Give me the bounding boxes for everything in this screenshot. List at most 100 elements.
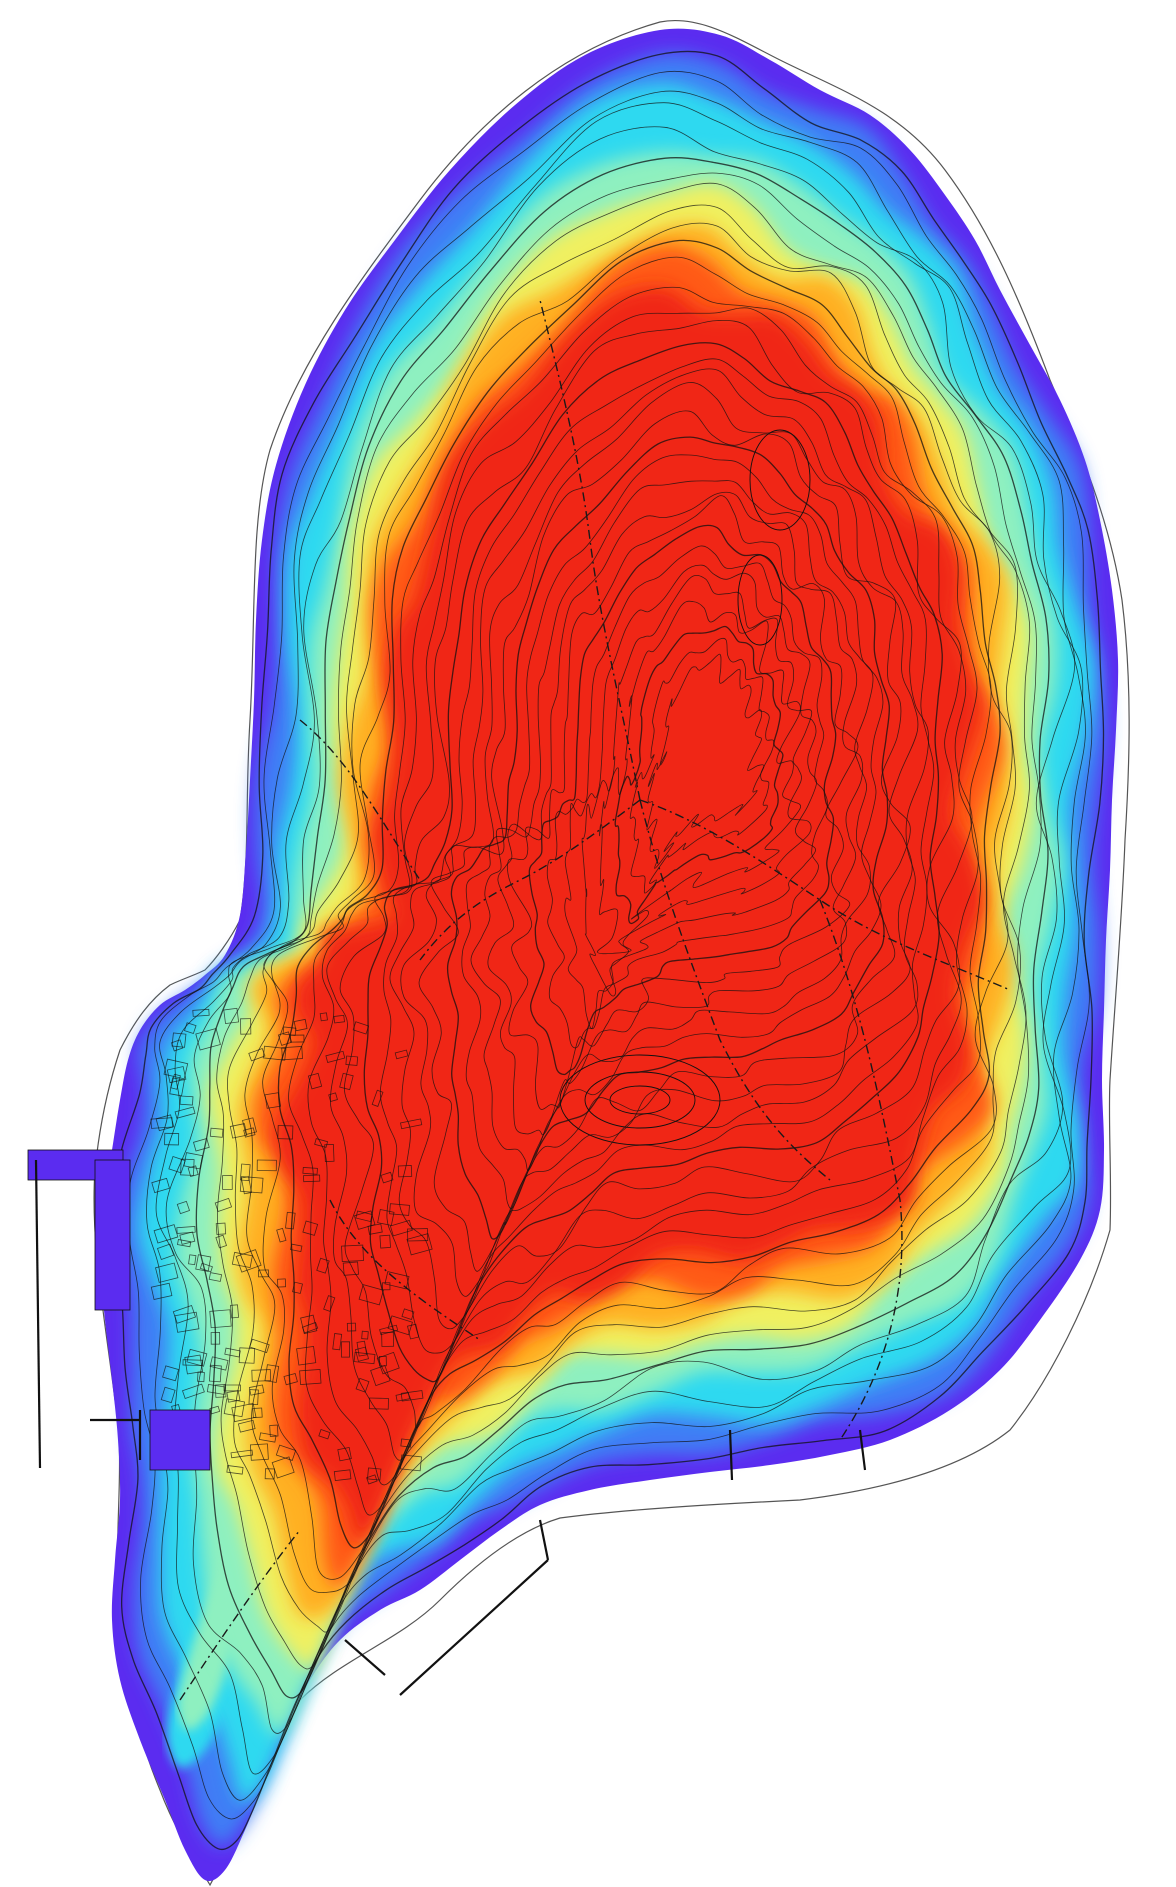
building [361,1330,369,1340]
building [174,1311,200,1333]
building [214,1384,227,1398]
building [248,1048,266,1062]
building [242,1117,257,1136]
building [162,1365,180,1382]
building [389,1203,410,1216]
contour-lines [111,50,1105,1851]
building [206,1383,226,1395]
building [208,1272,223,1282]
building [257,1269,269,1278]
contour-line [564,564,818,1029]
pier [858,1429,867,1471]
building [355,1377,370,1393]
building [163,1058,189,1080]
building [239,1163,251,1182]
building [269,1424,279,1437]
building [166,1066,187,1084]
dashed-track [639,799,1011,991]
building [302,1166,318,1175]
building [292,1281,303,1294]
building [151,1177,170,1194]
building [215,1222,227,1235]
building [209,1356,229,1371]
harbor-quay [94,1159,131,1311]
building [235,1249,262,1273]
building [384,1271,410,1290]
building [223,1384,241,1392]
building [281,1046,303,1061]
building [183,1022,197,1035]
building [333,1469,352,1481]
building [182,1359,204,1366]
building [181,1383,205,1399]
building [240,1018,252,1035]
building [240,1176,252,1195]
building [333,1014,345,1024]
building [231,1402,257,1423]
building [209,1127,224,1138]
building [353,1210,376,1230]
building [188,1254,197,1266]
building [226,1390,241,1403]
building [323,1295,336,1312]
building [209,1405,221,1415]
building [387,1315,413,1336]
building [400,1438,412,1448]
building [208,1364,222,1383]
building [275,1444,297,1461]
building [177,1239,192,1248]
building [401,1308,415,1320]
contour-line [528,524,837,1076]
dashed-track [639,799,831,1181]
contour-line [487,491,863,1136]
building [226,1465,244,1475]
contour-line [646,653,765,869]
contour-line [363,342,943,1383]
building [299,1369,322,1385]
building [341,1341,351,1358]
building [256,1159,277,1172]
building [164,1132,180,1146]
dashed-track [299,719,421,881]
building [377,1209,395,1226]
building [249,1443,269,1461]
building [300,1314,318,1335]
dashed-tracks [179,299,1011,1701]
building [155,1262,179,1283]
pier [538,1519,550,1561]
building [179,1231,196,1245]
building [367,1467,382,1481]
building [252,1407,263,1419]
summit-contour [609,1085,671,1115]
pier [344,1639,386,1676]
building [249,1338,270,1354]
building [406,1233,433,1256]
piers [34,1159,867,1696]
building [223,1007,240,1025]
building [258,1432,277,1443]
building [230,1304,240,1319]
contour-line [629,637,775,894]
building [302,1220,319,1236]
pier [34,1159,42,1469]
building [199,1262,213,1273]
building [285,1211,296,1230]
building [264,1364,280,1383]
dashed-track [329,1199,481,1341]
building [251,1369,272,1382]
building [346,1322,357,1332]
building [277,1278,287,1288]
building [290,1243,303,1253]
contour-line [165,126,1076,1734]
building [243,1127,256,1138]
building [153,1224,179,1244]
dashed-track [179,1529,301,1701]
building [222,1175,233,1190]
building [183,1152,203,1170]
building [271,1456,295,1479]
building [283,1372,298,1386]
building [356,1340,368,1357]
building [210,1332,221,1345]
